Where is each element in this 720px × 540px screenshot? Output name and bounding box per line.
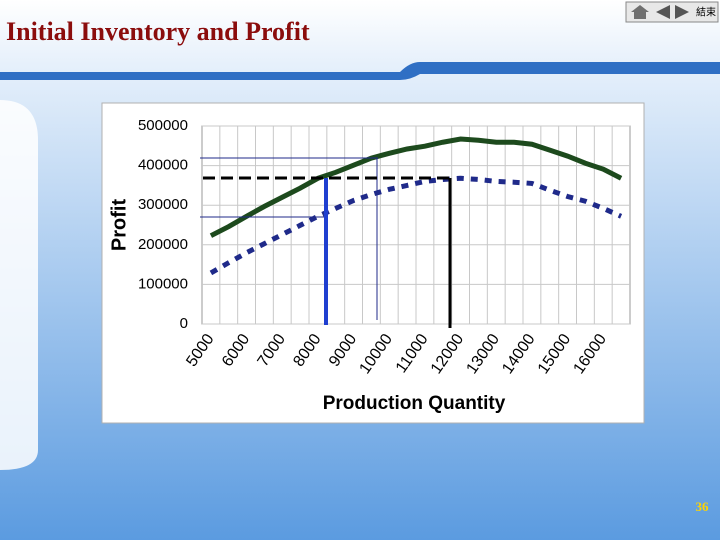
- side-deco: [0, 100, 38, 470]
- nav: 結束: [625, 1, 719, 23]
- prev-button[interactable]: [656, 5, 670, 19]
- y-tick-label: 0: [180, 315, 188, 332]
- y-tick-label: 500000: [138, 117, 188, 134]
- y-axis-label: Profit: [108, 199, 130, 252]
- line: [209, 136, 623, 238]
- y-tick-label: 400000: [138, 157, 188, 174]
- x-axis-label: Production Quantity: [323, 393, 506, 414]
- home-button[interactable]: [631, 5, 649, 19]
- slide-title: Initial Inventory and Profit: [6, 17, 310, 46]
- annotations: [200, 157, 452, 328]
- page-number: 36: [696, 499, 710, 514]
- y-tick-label: 100000: [138, 275, 188, 292]
- y-tick-label: 300000: [138, 196, 188, 213]
- y-tick-label: 200000: [138, 236, 188, 253]
- nav-bar: [625, 1, 719, 23]
- next-button[interactable]: [675, 5, 689, 19]
- end-button[interactable]: 結束: [696, 6, 716, 19]
- header-band: [0, 62, 720, 80]
- line: [209, 175, 623, 276]
